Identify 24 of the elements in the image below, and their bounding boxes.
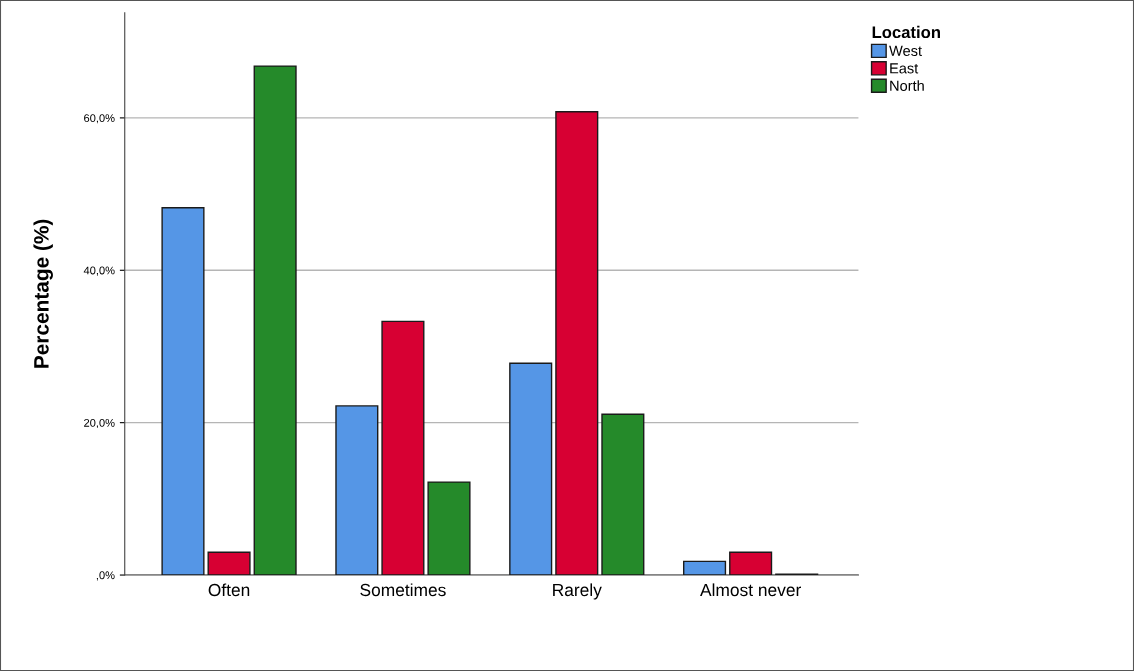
- x-tick-label: Rarely: [553, 583, 602, 600]
- y-tick-label: 20,0%: [84, 418, 115, 429]
- legend-title: Location: [872, 25, 940, 39]
- bar: [207, 551, 251, 576]
- bar: [335, 405, 379, 576]
- y-axis-title: Percentage (%): [33, 219, 53, 368]
- bar: [683, 560, 727, 576]
- x-tick-label: Often: [208, 583, 250, 597]
- y-tick-label: ,0%: [96, 571, 115, 581]
- bar: [601, 413, 645, 576]
- bar: [729, 551, 773, 576]
- bar: [253, 65, 297, 576]
- legend-label: East: [890, 63, 919, 74]
- x-tick-label: Sometimes: [360, 583, 446, 597]
- legend-label: North: [890, 80, 924, 91]
- bar: [161, 207, 205, 576]
- legend-label: West: [889, 45, 922, 56]
- bar: [555, 111, 599, 576]
- x-tick-label: Almost never: [700, 583, 802, 597]
- bar: [381, 320, 425, 576]
- y-tick-label: 40,0%: [83, 266, 115, 276]
- bar: [427, 481, 471, 576]
- y-tick-label: 60,0%: [84, 114, 115, 124]
- bar: [509, 362, 553, 576]
